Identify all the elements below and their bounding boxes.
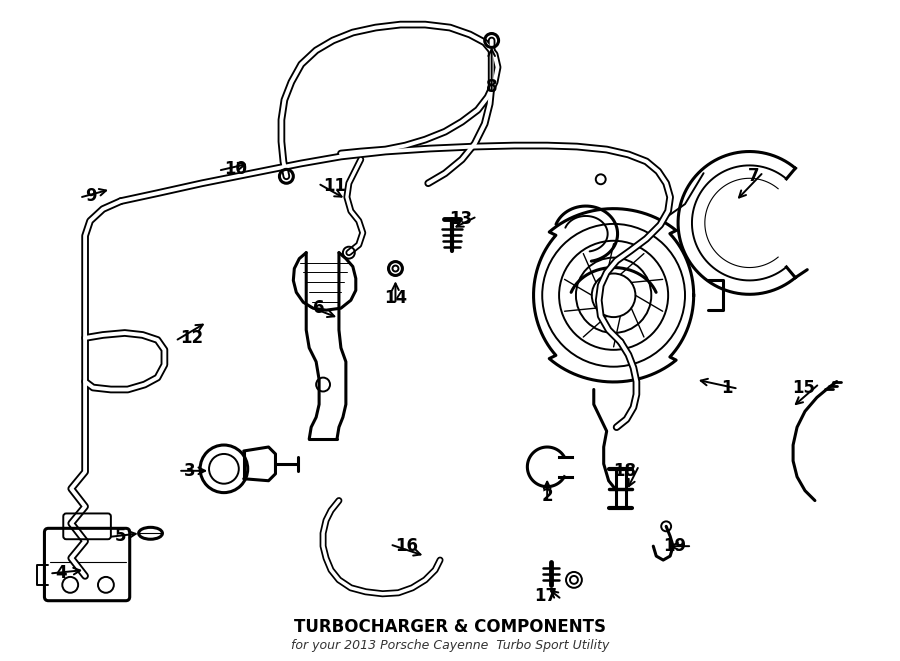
Text: 15: 15 xyxy=(792,379,814,397)
Text: 19: 19 xyxy=(663,537,686,555)
Text: 9: 9 xyxy=(86,187,96,205)
Text: 4: 4 xyxy=(55,564,67,582)
Text: 8: 8 xyxy=(486,78,498,96)
Text: 17: 17 xyxy=(534,587,557,605)
Text: 16: 16 xyxy=(395,537,419,555)
Text: 18: 18 xyxy=(614,462,636,480)
Text: 11: 11 xyxy=(323,177,346,195)
Text: 1: 1 xyxy=(721,379,733,397)
Text: 14: 14 xyxy=(384,290,407,307)
Text: TURBOCHARGER & COMPONENTS: TURBOCHARGER & COMPONENTS xyxy=(294,619,606,637)
Text: 3: 3 xyxy=(184,462,196,480)
Text: for your 2013 Porsche Cayenne  Turbo Sport Utility: for your 2013 Porsche Cayenne Turbo Spor… xyxy=(291,639,609,652)
Text: 5: 5 xyxy=(115,527,126,545)
Text: 7: 7 xyxy=(748,167,760,185)
Text: 2: 2 xyxy=(542,486,553,504)
Text: 6: 6 xyxy=(313,299,325,317)
Text: 13: 13 xyxy=(449,210,472,228)
Text: 10: 10 xyxy=(224,161,247,178)
Text: 12: 12 xyxy=(180,329,203,347)
